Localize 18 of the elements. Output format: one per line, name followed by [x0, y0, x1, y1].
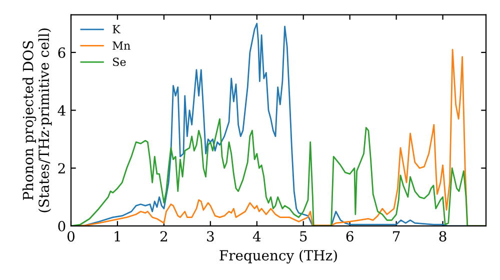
x-tick-label: 4: [252, 231, 261, 242]
x-tick-label: 8: [439, 231, 446, 242]
y-tick-label: 2: [58, 163, 65, 174]
y-tick-label: 6: [58, 47, 66, 58]
legend-label: K: [112, 25, 121, 34]
x-axis-title: Frequency (THz): [220, 250, 337, 264]
x-tick-label: 1: [114, 231, 120, 242]
y-tick-label: 4: [58, 105, 66, 116]
x-tick-label: 3: [207, 231, 214, 242]
y-axis-title: Phonon projected DOS (States/THz·primitive cell): [22, 28, 52, 212]
x-tick-label: 0: [67, 231, 74, 242]
x-tick-label: 5: [300, 231, 307, 242]
y-tick-label: 0: [58, 220, 66, 232]
x-tick-label: 7: [393, 231, 400, 242]
x-tick-label: 6: [346, 231, 354, 242]
legend-label: Mn: [112, 41, 130, 50]
legend-label: Se: [113, 58, 126, 66]
x-tick-label: 2: [160, 231, 167, 242]
